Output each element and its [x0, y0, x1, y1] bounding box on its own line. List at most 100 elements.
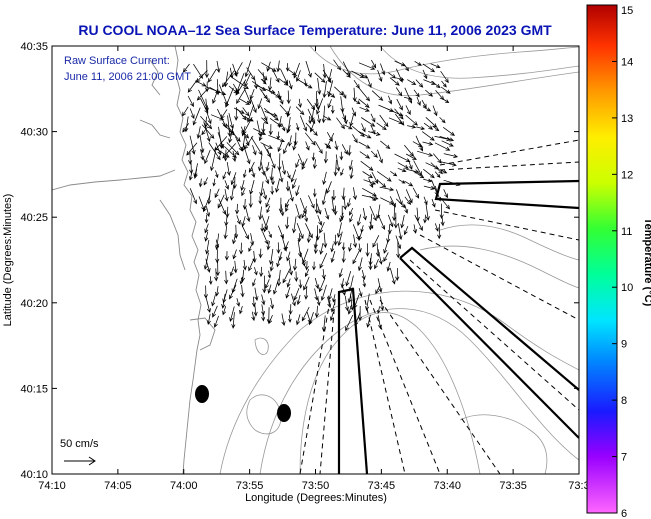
current-vector	[189, 108, 195, 120]
current-vector	[282, 268, 291, 284]
current-vector	[266, 61, 271, 72]
current-vector	[386, 261, 391, 272]
current-vector	[334, 140, 339, 151]
current-vector	[257, 98, 263, 110]
current-vector	[229, 284, 237, 300]
current-vector	[434, 171, 441, 178]
current-vector	[257, 154, 263, 172]
colorbar-tick-label: 6	[621, 508, 627, 519]
current-vector	[286, 251, 291, 262]
current-vector	[242, 143, 251, 165]
current-vector	[416, 150, 434, 157]
current-vector	[395, 268, 400, 282]
current-vector	[370, 113, 376, 123]
current-vector	[280, 68, 288, 85]
current-vector	[341, 187, 346, 201]
current-vector	[352, 87, 357, 103]
current-vector	[310, 104, 315, 122]
current-vector	[260, 142, 273, 149]
current-vector	[286, 90, 291, 105]
current-vector	[205, 296, 211, 313]
current-vector	[286, 125, 291, 134]
current-vector	[195, 80, 207, 87]
current-vector	[319, 221, 325, 234]
current-vector	[229, 186, 235, 201]
current-vector	[393, 212, 398, 229]
current-vector	[367, 78, 372, 89]
current-vector	[292, 140, 297, 151]
annotation-line-2: June 11, 2006 21:00 GMT	[64, 71, 191, 83]
current-vector	[204, 149, 211, 165]
current-vector	[333, 59, 342, 71]
current-vector	[187, 95, 194, 108]
current-vector	[270, 186, 275, 195]
chart-title: RU COOL NOAA–12 Sea Surface Temperature:…	[78, 22, 552, 38]
current-vector	[253, 303, 258, 317]
x-tick-label: 73:55	[236, 480, 264, 492]
current-vector	[204, 231, 209, 242]
current-vector	[301, 306, 310, 322]
current-vector	[281, 160, 287, 176]
current-vector	[321, 105, 326, 124]
current-vector	[239, 98, 251, 105]
current-vector	[291, 178, 297, 190]
current-vector	[371, 59, 377, 69]
current-vector	[223, 225, 228, 240]
current-vector	[296, 123, 300, 131]
current-vector	[242, 107, 250, 117]
current-vector	[403, 64, 409, 72]
current-vector	[346, 198, 351, 208]
current-vector	[307, 108, 316, 125]
current-vector	[376, 179, 387, 188]
current-vector	[242, 169, 247, 179]
current-vector	[357, 243, 362, 253]
y-axis-ticks: 40:10 40:15 40:20 40:25 40:30 40:35	[20, 41, 579, 481]
current-vector	[323, 232, 328, 249]
current-vector	[204, 223, 209, 234]
current-vector	[276, 258, 280, 268]
current-vector	[283, 143, 289, 155]
current-vector	[321, 188, 327, 206]
current-vector	[441, 80, 447, 88]
current-vector	[229, 306, 235, 323]
current-vector	[270, 297, 275, 310]
current-vector	[240, 126, 250, 147]
current-vector	[345, 270, 352, 287]
current-vector	[430, 63, 441, 69]
current-vector	[263, 188, 268, 200]
current-vector	[232, 176, 237, 190]
current-vector	[285, 203, 289, 213]
current-vector	[375, 285, 380, 295]
current-vector	[236, 215, 241, 225]
current-vector	[414, 214, 423, 231]
current-vector	[257, 69, 268, 81]
colorbar-tick-label: 12	[621, 169, 633, 181]
current-vector	[344, 295, 350, 312]
current-vector	[348, 159, 353, 171]
current-vector	[221, 294, 226, 309]
current-vector	[358, 98, 370, 108]
radar-wedges	[299, 139, 579, 474]
current-vector	[215, 286, 220, 297]
current-vector	[359, 151, 371, 159]
current-vector	[360, 117, 376, 127]
current-vector	[380, 140, 391, 150]
current-vector	[442, 126, 455, 136]
current-vector	[229, 266, 235, 277]
current-vector	[199, 135, 205, 154]
current-vector	[233, 260, 238, 274]
current-vector	[394, 108, 404, 120]
current-vector	[218, 84, 229, 106]
current-vector	[377, 214, 386, 230]
current-vector	[254, 267, 258, 276]
current-vector	[182, 63, 190, 73]
current-vector	[432, 125, 440, 132]
current-vector	[293, 62, 300, 79]
marker-ellipse-1	[195, 385, 209, 403]
current-vector	[206, 206, 211, 218]
current-vector	[314, 198, 319, 214]
current-vector	[347, 145, 352, 157]
current-vector	[240, 180, 245, 192]
current-vector	[404, 96, 413, 101]
current-vector	[302, 248, 309, 264]
